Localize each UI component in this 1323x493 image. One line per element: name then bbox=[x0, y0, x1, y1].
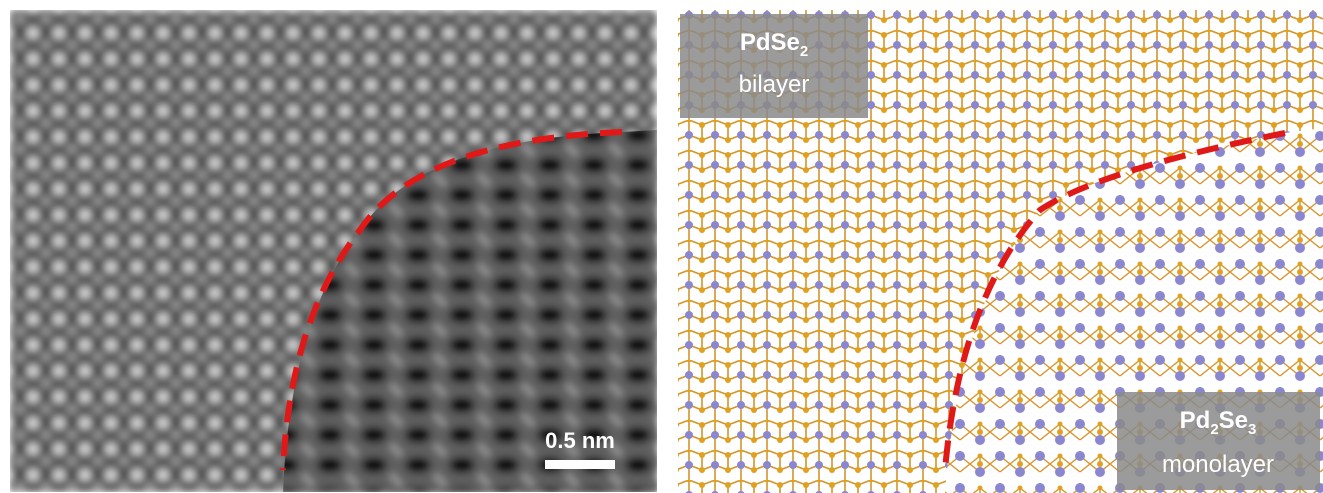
phase-formula: PdSe2 bbox=[740, 29, 808, 60]
formula-part: Se bbox=[1219, 407, 1248, 434]
figure: 0.5 nm PdSe2 bilayer Pd2Se3 monolayer bbox=[0, 0, 1323, 493]
formula-subscript: 2 bbox=[800, 43, 808, 60]
formula-subscript: 2 bbox=[1210, 421, 1218, 438]
phase-formula: Pd2Se3 bbox=[1180, 407, 1257, 438]
scale-bar-label: 0.5 nm bbox=[545, 428, 615, 453]
scale-bar bbox=[545, 460, 615, 469]
tem-image: 0.5 nm bbox=[10, 10, 657, 492]
formula-part: PdSe bbox=[740, 29, 800, 56]
phase-name: bilayer bbox=[739, 71, 810, 98]
lattice-model: PdSe2 bilayer Pd2Se3 monolayer bbox=[678, 10, 1323, 493]
phase-name: monolayer bbox=[1162, 451, 1274, 478]
formula-subscript: 3 bbox=[1248, 421, 1256, 438]
formula-part: Pd bbox=[1180, 407, 1211, 434]
